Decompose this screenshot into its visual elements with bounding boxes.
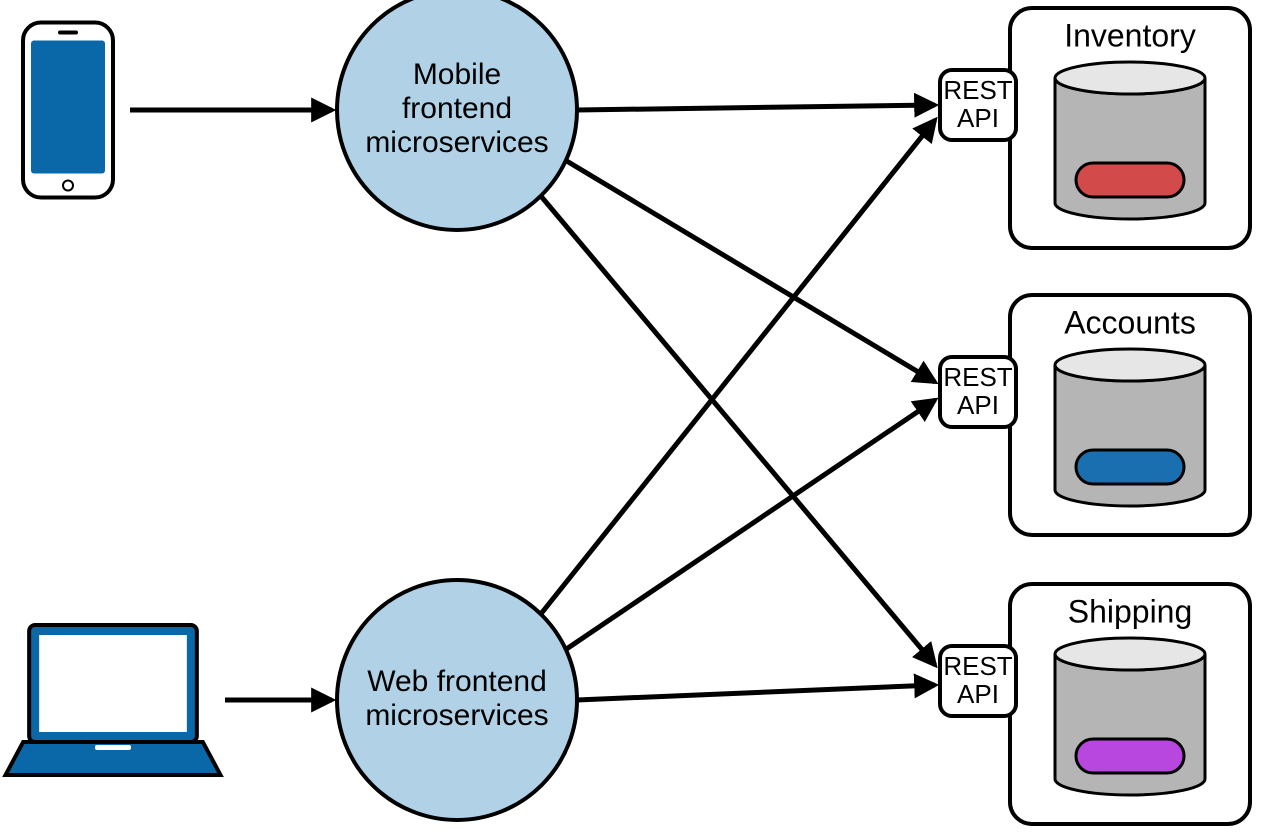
service-inventory-title: Inventory — [1064, 17, 1196, 53]
edge-web_frontend-to-accounts — [565, 400, 935, 650]
service-accounts-title: Accounts — [1064, 304, 1196, 340]
web_frontend-node: Web frontendmicroservices — [337, 580, 577, 820]
mobile_frontend-label-line2: microservices — [365, 126, 548, 159]
service-inventory: Inventory RESTAPI — [940, 8, 1250, 248]
api-label-accounts-line1: API — [957, 390, 999, 420]
phone-icon — [23, 23, 113, 198]
mobile_frontend-node: Mobilefrontendmicroservices — [337, 0, 577, 230]
edge-mobile_frontend-to-inventory — [577, 105, 935, 110]
service-accounts: Accounts RESTAPI — [940, 295, 1250, 535]
edge-web_frontend-to-inventory — [540, 120, 935, 615]
api-label-inventory-line1: API — [957, 103, 999, 133]
api-label-inventory-line0: REST — [943, 75, 1012, 105]
mobile_frontend-label-line0: Mobile — [413, 58, 501, 91]
api-label-shipping-line1: API — [957, 679, 999, 709]
web_frontend-label-line1: microservices — [365, 699, 548, 732]
edge-web_frontend-to-shipping — [577, 685, 935, 700]
service-shipping: Shipping RESTAPI — [940, 584, 1250, 824]
api-label-accounts-line0: REST — [943, 362, 1012, 392]
web_frontend-label-line0: Web frontend — [367, 665, 547, 698]
laptop-icon — [6, 625, 221, 775]
mobile_frontend-label-line1: frontend — [402, 92, 512, 125]
service-shipping-title: Shipping — [1068, 593, 1193, 629]
api-label-shipping-line0: REST — [943, 651, 1012, 681]
